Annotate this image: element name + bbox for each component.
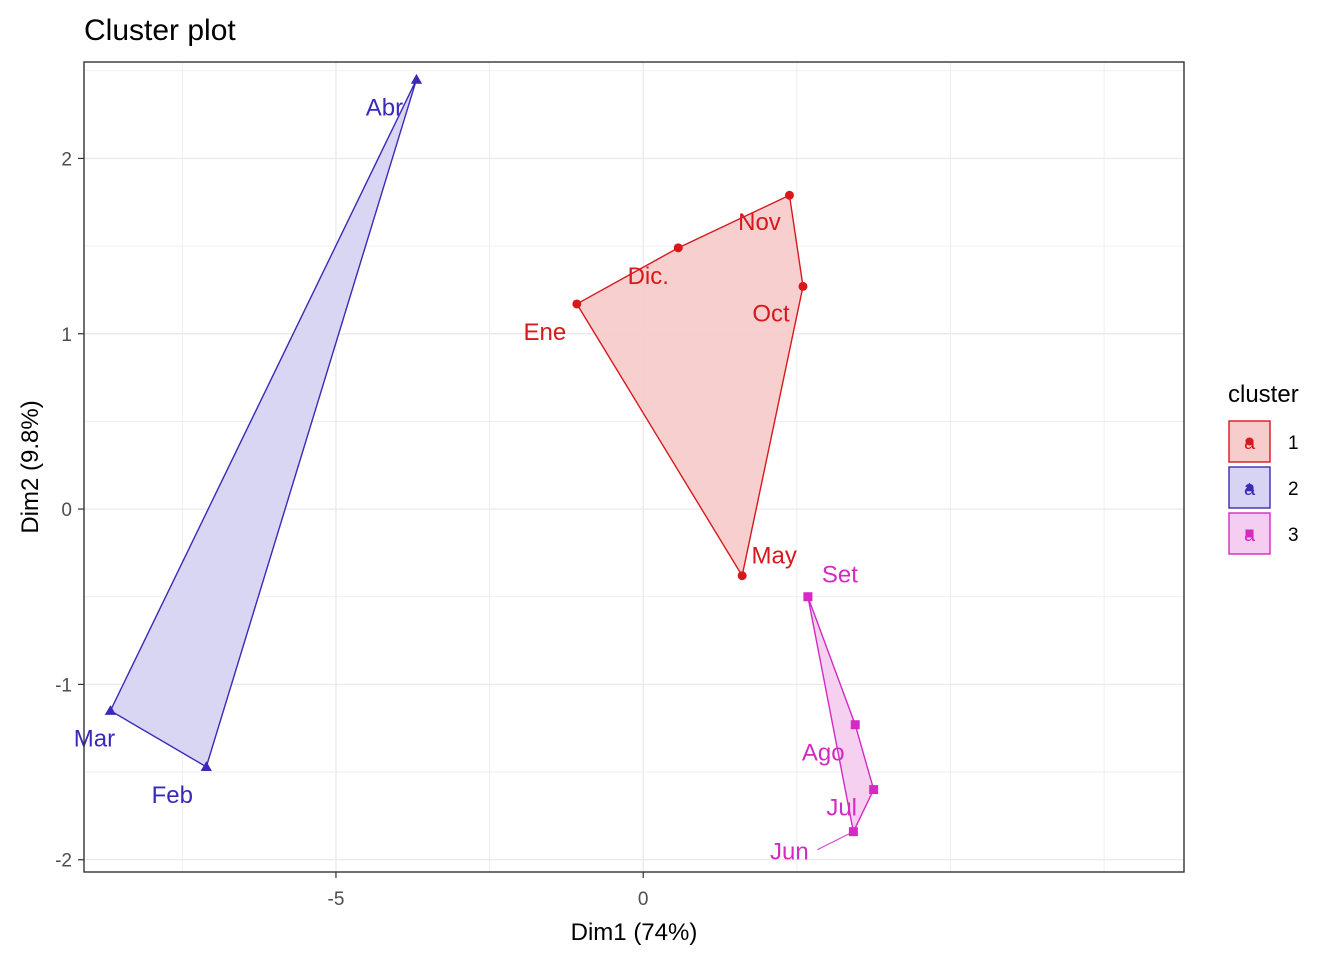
point-label: Feb [152, 782, 193, 809]
data-point [803, 592, 813, 602]
legend-key-marker [1245, 437, 1254, 446]
data-point [869, 785, 879, 795]
data-point [572, 299, 582, 309]
y-axis-title: Dim2 (9.8%) [17, 400, 44, 533]
legend-key-letter: a [1244, 478, 1256, 500]
legend-key-letter: a [1244, 524, 1256, 546]
label-leader-line [817, 831, 854, 851]
legend-label: 3 [1288, 525, 1299, 546]
data-point [784, 190, 794, 200]
plot-border [83, 61, 1185, 873]
point-label: Oct [752, 300, 790, 327]
y-tick-label: 2 [61, 149, 72, 170]
legend-key-marker [1245, 529, 1254, 538]
x-axis-ticks: -5 0 [328, 872, 649, 910]
legend-label: 1 [1288, 433, 1299, 454]
data-point [850, 720, 860, 730]
legend-label: 2 [1288, 479, 1299, 500]
data-point [673, 243, 683, 253]
y-axis-ticks: -2 -1 0 1 2 [55, 149, 84, 872]
point-label: May [751, 543, 796, 570]
legend-title: cluster [1228, 381, 1299, 408]
legend-key-marker [1244, 482, 1255, 492]
point-labels: Ene Dic. Nov Oct May Abr Mar Feb Set Ago Jul Jun [74, 95, 858, 866]
legend-keys: a 1 a 2 a 3 [1228, 420, 1299, 555]
data-point [737, 571, 747, 581]
cluster-hull-2 [109, 79, 418, 768]
data-point [410, 73, 423, 84]
cluster-hulls [109, 79, 875, 834]
y-tick-label: 0 [61, 500, 72, 521]
y-tick-label: 1 [61, 325, 72, 346]
data-point [200, 761, 212, 772]
point-label: Ago [802, 740, 845, 767]
point-label: Dic. [628, 263, 669, 290]
y-tick-label: -1 [55, 675, 72, 696]
legend: cluster a 1 a 2 a 3 [1228, 381, 1299, 555]
point-label: Abr [366, 95, 403, 122]
y-tick-label: -2 [55, 851, 72, 872]
data-point [104, 705, 117, 715]
point-label: Jun [770, 839, 809, 866]
cluster-hull-1 [575, 194, 804, 578]
point-label: Set [822, 562, 858, 589]
x-tick-label: -5 [328, 889, 345, 910]
point-label: Ene [523, 319, 566, 346]
chart-title: Cluster plot [84, 14, 236, 47]
data-point [798, 281, 808, 291]
x-tick-label: 0 [638, 889, 649, 910]
point-label: Nov [738, 209, 781, 236]
point-label: Mar [74, 726, 115, 753]
x-axis-title: Dim1 (74%) [571, 919, 698, 946]
legend-key-letter: a [1244, 432, 1256, 454]
point-label: Jul [826, 795, 857, 822]
